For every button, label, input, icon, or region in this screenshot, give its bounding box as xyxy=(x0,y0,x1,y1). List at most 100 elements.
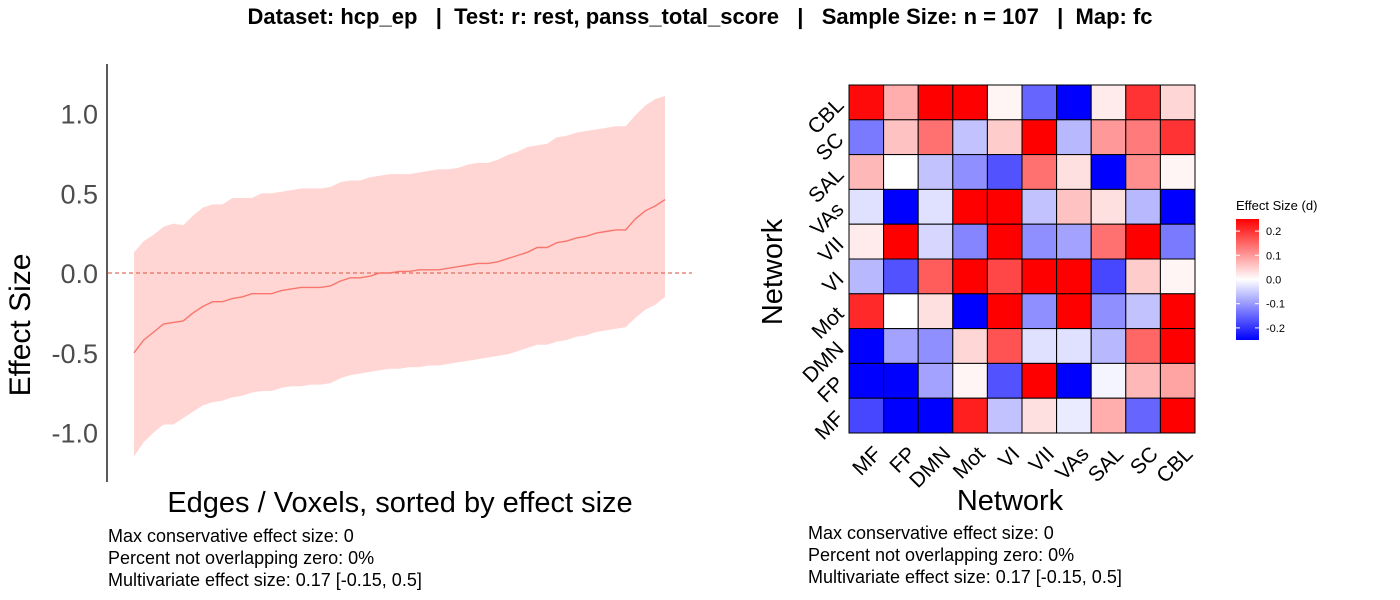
confidence-band xyxy=(134,96,665,457)
heatmap-cell xyxy=(1056,293,1092,330)
heatmap-cell xyxy=(986,84,1023,121)
x-tick-label: MF xyxy=(848,442,886,480)
heatmap-cell xyxy=(1056,397,1092,434)
multivariate-effect-text: Multivariate effect size: 0.17 [-0.15, 0… xyxy=(108,570,422,590)
legend-tick-label: -0.1 xyxy=(1266,299,1285,311)
heatmap-cell xyxy=(1090,154,1127,190)
percent-not-overlapping-text: Percent not overlapping zero: 0% xyxy=(108,548,375,568)
heatmap-cell xyxy=(1056,84,1092,121)
legend-tick-label: -0.2 xyxy=(1266,323,1285,335)
x-tick-label: SAL xyxy=(1084,442,1128,486)
y-tick-labels: 1.0 0.5 0.0 -0.5 -1.0 xyxy=(51,100,98,449)
heatmap-cell xyxy=(848,154,885,190)
heatmap-cell xyxy=(986,258,1023,295)
heatmap-cell xyxy=(1125,362,1161,399)
heatmap-cell xyxy=(1056,362,1092,399)
heatmap-cell xyxy=(1021,223,1058,260)
x-tick-label: CBL xyxy=(1152,442,1197,487)
heatmap-cell xyxy=(883,154,919,190)
heatmap-cell xyxy=(986,397,1023,434)
heatmap-cell xyxy=(883,362,919,399)
estimate-line xyxy=(133,199,666,354)
heatmap-cell xyxy=(952,258,988,295)
x-axis-label: Edges / Voxels, sorted by effect size xyxy=(167,487,632,519)
heatmap-y-axis-label: Network xyxy=(757,218,789,325)
x-tick-label: VI xyxy=(994,442,1024,472)
heatmap-cell xyxy=(917,84,954,121)
heatmap-cell xyxy=(1159,293,1196,330)
heatmap-cell xyxy=(848,223,885,260)
y-tick-label: VI xyxy=(818,268,848,298)
heatmap-cell xyxy=(1159,188,1196,225)
heatmap-cell xyxy=(1056,258,1092,295)
heatmap-cell xyxy=(1159,84,1196,121)
max-conservative-effect-text: Max conservative effect size: 0 xyxy=(108,526,354,546)
heatmap-cell xyxy=(952,293,988,330)
heatmap-cell xyxy=(1090,397,1127,434)
heatmap-cell xyxy=(986,328,1023,364)
estimate-line-group xyxy=(133,199,666,354)
legend-title: Effect Size (d) xyxy=(1236,198,1317,213)
heatmap-cell xyxy=(883,397,919,434)
heatmap-cell xyxy=(986,188,1023,225)
y-tick-label: 0.5 xyxy=(60,179,98,209)
heatmap-cell xyxy=(917,258,954,295)
x-tick-label: VAs xyxy=(1051,442,1093,484)
heatmap-cell xyxy=(1090,223,1127,260)
confidence-band-group xyxy=(134,96,665,457)
heatmap-cell xyxy=(1021,328,1058,364)
heatmap-cell xyxy=(1056,223,1092,260)
legend-ticks: 0.2 0.1 0.0 -0.1 -0.2 xyxy=(1236,226,1285,335)
heatmap-cells xyxy=(848,84,1196,434)
heatmap-cell xyxy=(1056,119,1092,156)
heatmap-cell xyxy=(1056,188,1092,225)
heatmap-cell xyxy=(883,188,919,225)
heatmap-cell xyxy=(1159,154,1196,190)
heatmap-cell xyxy=(917,223,954,260)
heatmap-cell xyxy=(1021,362,1058,399)
heatmap-cell xyxy=(952,223,988,260)
effect-size-line-chart: 1.0 0.5 0.0 -0.5 -1.0 Effect Size Edges / Vo… xyxy=(4,64,692,519)
heatmap-cell xyxy=(883,223,919,260)
heatmap-cell xyxy=(1125,119,1161,156)
max-conservative-effect-text: Max conservative effect size: 0 xyxy=(808,523,1054,543)
heatmap-x-axis-label: Network xyxy=(957,485,1064,517)
heatmap-cell xyxy=(848,258,885,295)
heatmap-cell xyxy=(986,293,1023,330)
heatmap-cell xyxy=(952,154,988,190)
heatmap-cell xyxy=(986,154,1023,190)
heatmap-cell xyxy=(1125,223,1161,260)
percent-not-overlapping-text: Percent not overlapping zero: 0% xyxy=(808,545,1075,565)
heatmap-cell xyxy=(1021,119,1058,156)
heatmap-cell xyxy=(1125,154,1161,190)
heatmap-cell xyxy=(848,362,885,399)
heatmap-cell xyxy=(917,293,954,330)
heatmap-cell xyxy=(917,188,954,225)
heatmap-cell xyxy=(1021,188,1058,225)
heatmap-cell xyxy=(848,328,885,364)
heatmap-cell xyxy=(986,223,1023,260)
y-tick-label: VAs xyxy=(806,198,848,240)
heatmap-cell xyxy=(1125,328,1161,364)
heatmap-cell xyxy=(1021,154,1058,190)
x-tick-label: Mot xyxy=(949,442,990,483)
heatmap-cell xyxy=(1056,154,1092,190)
heatmap-cell xyxy=(1056,328,1092,364)
y-tick-label: CBL xyxy=(803,94,848,139)
heatmap-cell xyxy=(848,397,885,434)
heatmap-cell xyxy=(883,328,919,364)
heatmap-cell xyxy=(848,293,885,330)
heatmap-cell xyxy=(1159,119,1196,156)
y-tick-label: Mot xyxy=(808,302,849,343)
heatmap-cell xyxy=(1125,397,1161,434)
heatmap-cell xyxy=(917,362,954,399)
heatmap-cell xyxy=(1159,397,1196,434)
heatmap-cell xyxy=(1021,84,1058,121)
heatmap-cell xyxy=(883,258,919,295)
page-title: Dataset: hcp_ep | Test: r: rest, panss_t… xyxy=(247,4,1153,29)
y-tick-label: 0.0 xyxy=(60,259,98,289)
heatmap-cell xyxy=(848,188,885,225)
heatmap-cell xyxy=(952,188,988,225)
heatmap-cell xyxy=(883,293,919,330)
